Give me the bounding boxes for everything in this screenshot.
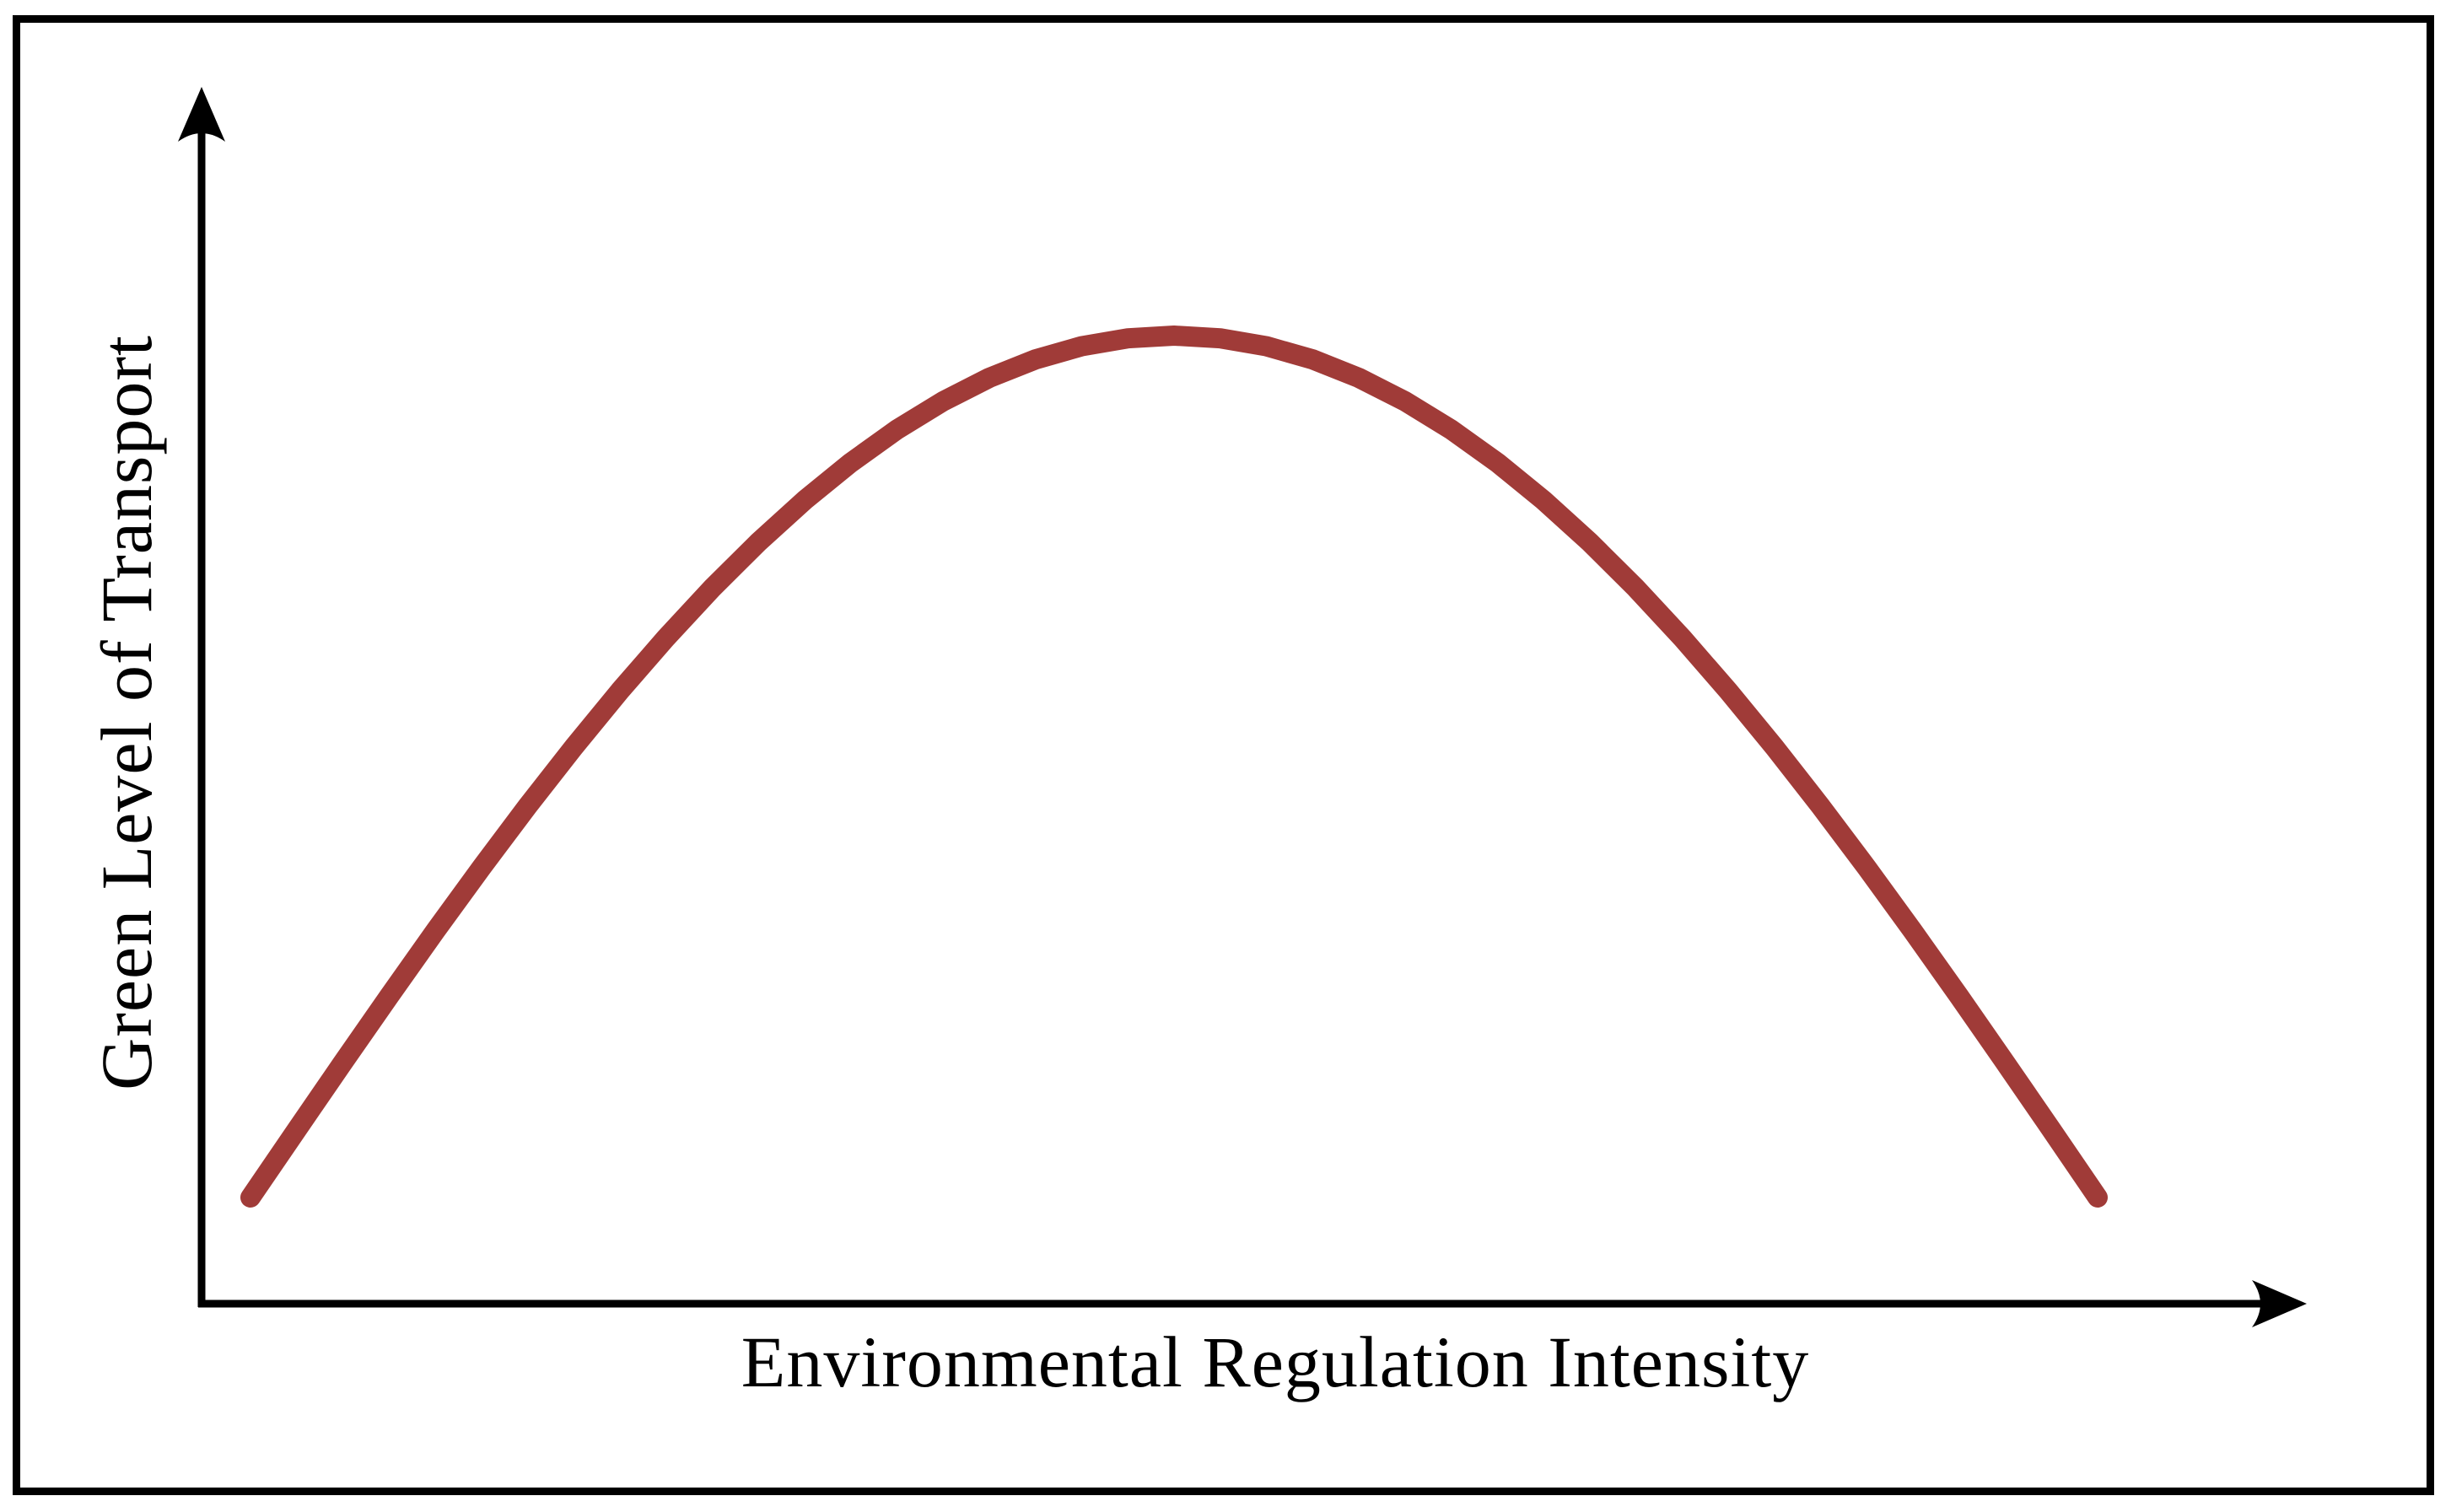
x-axis-arrowhead-icon	[2252, 1280, 2307, 1327]
x-axis-label: Environmental Regulation Intensity	[741, 1321, 1810, 1402]
figure-border	[13, 15, 2434, 1495]
y-axis-label: Green Level of Transport	[86, 335, 167, 1090]
inverted-u-curve	[240, 326, 2108, 1208]
y-axis-arrowhead-icon	[178, 87, 225, 142]
